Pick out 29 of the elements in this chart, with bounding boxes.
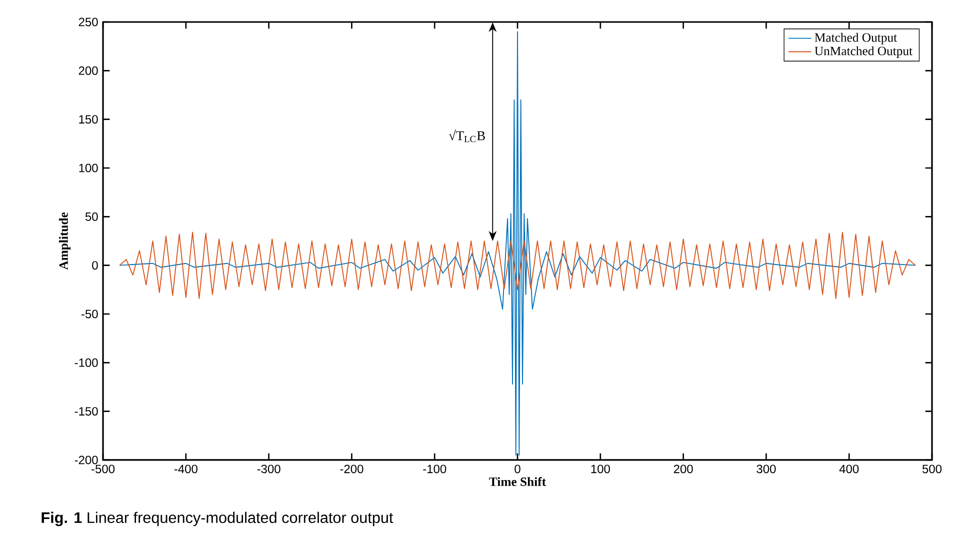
x-tick-label: 0 xyxy=(514,464,520,474)
x-tick-label: 100 xyxy=(591,464,610,474)
x-tick-label: 200 xyxy=(674,464,693,474)
y-axis-title: Amplitude xyxy=(58,212,70,270)
y-tick-label: 0 xyxy=(92,261,98,270)
line-series xyxy=(119,232,916,299)
y-tick-label: 50 xyxy=(85,212,98,221)
x-tick-label: -500 xyxy=(92,464,115,474)
y-tick-label: 200 xyxy=(78,66,98,75)
x-tick-label: -200 xyxy=(340,464,364,474)
legend-label: Matched Output xyxy=(814,32,898,44)
y-tick-label: -50 xyxy=(82,310,98,318)
annotation: √T$_{LC}$B xyxy=(448,130,485,142)
x-tick-label: -300 xyxy=(257,464,280,474)
x-tick-label: 300 xyxy=(756,464,776,474)
x-axis-title: Time Shift xyxy=(489,477,546,486)
line-series xyxy=(119,31,916,456)
y-tick-label: 150 xyxy=(79,115,98,124)
x-tick-label: -400 xyxy=(174,464,198,474)
y-tick-label: 100 xyxy=(79,164,98,172)
text: Fig. 1 Linear frequency-modulated correlator output xyxy=(42,512,394,526)
y-tick-label: -150 xyxy=(74,407,98,416)
y-tick-label: -200 xyxy=(74,456,98,464)
y-tick-label: 250 xyxy=(78,18,98,26)
x-tick-label: 400 xyxy=(839,464,859,474)
x-tick-label: -100 xyxy=(423,464,446,474)
x-tick-label: 500 xyxy=(922,464,942,474)
y-tick-label: -100 xyxy=(74,358,98,367)
legend-label: UnMatched Output xyxy=(814,46,912,58)
